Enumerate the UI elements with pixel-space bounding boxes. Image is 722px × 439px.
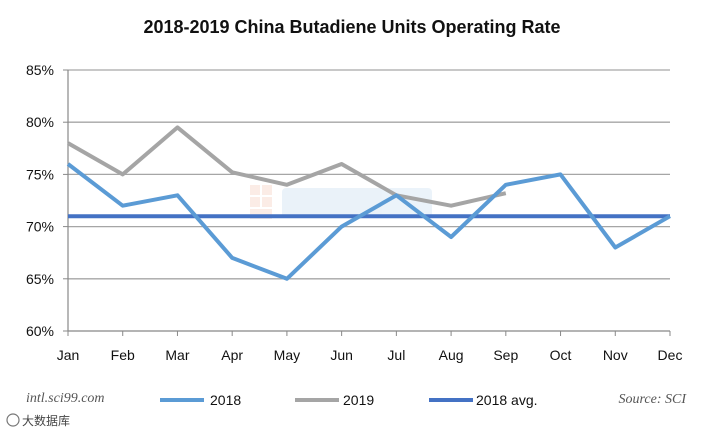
- legend-label-2018-avg: 2018 avg.: [476, 392, 538, 408]
- y-tick-label: 65%: [26, 271, 54, 287]
- legend: 2018 2019 2018 avg.: [160, 392, 538, 408]
- chart-title: 2018-2019 China Butadiene Units Operatin…: [143, 17, 560, 37]
- x-tick-label: Nov: [603, 347, 628, 363]
- corner-watermark: 大数据库: [6, 413, 70, 428]
- y-tick-label: 60%: [26, 323, 54, 339]
- legend-label-2018: 2018: [210, 392, 241, 408]
- y-tick-label: 85%: [26, 62, 54, 78]
- x-axis-tick-labels: Jan Feb Mar Apr May Jun Jul Aug Sep Oct Nov Dec: [57, 347, 683, 363]
- source-credit: Source: SCI: [618, 392, 687, 407]
- x-tick-label: May: [274, 347, 300, 363]
- x-tick-label: Oct: [550, 347, 572, 363]
- website-credit: intl.sci99.com: [26, 391, 105, 406]
- series-line-2019: [67, 125, 507, 208]
- y-tick-label: 70%: [26, 219, 54, 235]
- watermark-camera-icon: [6, 413, 20, 427]
- y-tick-label: 80%: [26, 114, 54, 130]
- y-axis-tick-labels: 60% 65% 70% 75% 80% 85%: [26, 62, 54, 339]
- x-tick-label: Jun: [330, 347, 353, 363]
- legend-label-2019: 2019: [343, 392, 374, 408]
- x-tick-label: Jul: [387, 347, 405, 363]
- watermark-text: 大数据库: [22, 413, 70, 428]
- axes: [63, 69, 671, 336]
- x-tick-label: Sep: [493, 347, 518, 363]
- y-tick-label: 75%: [26, 166, 54, 182]
- x-tick-label: Jan: [57, 347, 80, 363]
- x-tick-label: Mar: [165, 347, 189, 363]
- x-tick-label: Feb: [111, 347, 135, 363]
- x-tick-label: Apr: [221, 347, 243, 363]
- x-tick-label: Aug: [439, 347, 464, 363]
- series-line-2018: [66, 162, 671, 281]
- x-tick-label: Dec: [658, 347, 683, 363]
- series-lines: [66, 125, 671, 281]
- grid-lines: [68, 69, 670, 280]
